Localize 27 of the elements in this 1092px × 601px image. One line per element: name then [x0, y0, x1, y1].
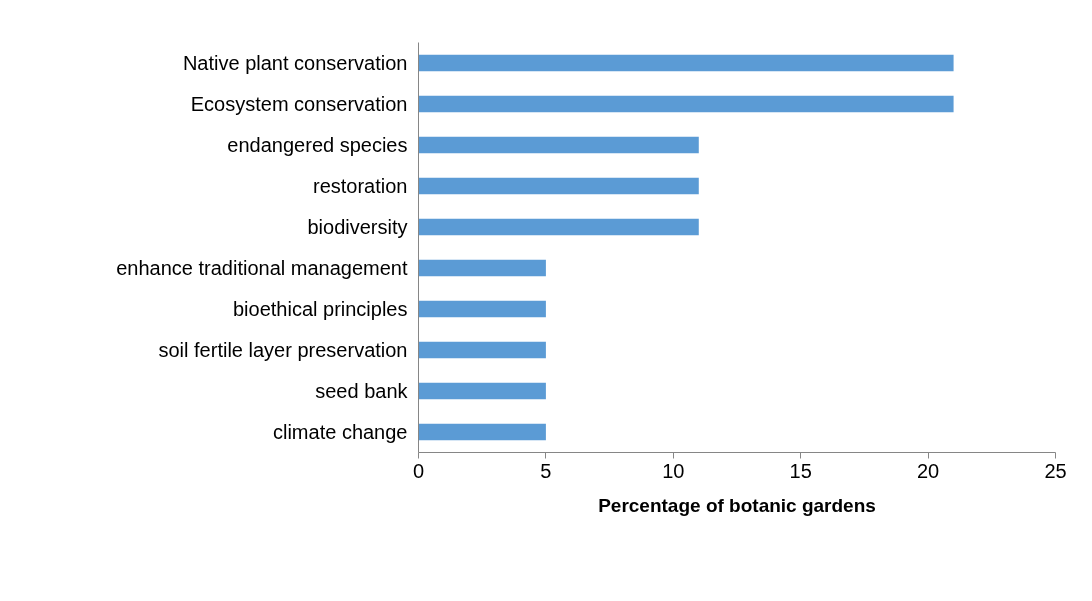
bar	[418, 259, 546, 277]
y-tick-label: restoration	[313, 175, 408, 197]
x-tick-label: 10	[662, 459, 685, 482]
x-tick-label: 5	[540, 459, 552, 482]
x-tick-label: 25	[1044, 459, 1067, 482]
y-tick-label: Ecosystem conservation	[190, 93, 408, 115]
bar	[418, 341, 546, 359]
y-tick-label: soil fertile layer preservation	[158, 339, 408, 361]
bar	[418, 136, 699, 154]
y-tick-label: Native plant conservation	[182, 52, 408, 74]
bar	[418, 218, 699, 236]
x-tick-label: 20	[916, 459, 940, 482]
y-tick-label: seed bank	[315, 380, 409, 402]
bar	[418, 177, 699, 195]
bar	[418, 95, 954, 113]
y-tick-label: biodiversity	[307, 216, 408, 238]
x-tick-label: 0	[412, 459, 425, 482]
bar	[418, 382, 546, 400]
y-tick-label: enhance traditional management	[116, 257, 408, 279]
x-tick-label: 15	[789, 459, 812, 482]
bar	[418, 423, 546, 441]
y-tick-label: endangered species	[227, 134, 408, 156]
x-axis-title: Percentage of botanic gardens	[598, 494, 876, 516]
bar	[418, 54, 954, 72]
bar	[418, 300, 546, 318]
y-tick-label: bioethical principles	[232, 298, 408, 320]
y-tick-label: climate change	[272, 421, 408, 443]
